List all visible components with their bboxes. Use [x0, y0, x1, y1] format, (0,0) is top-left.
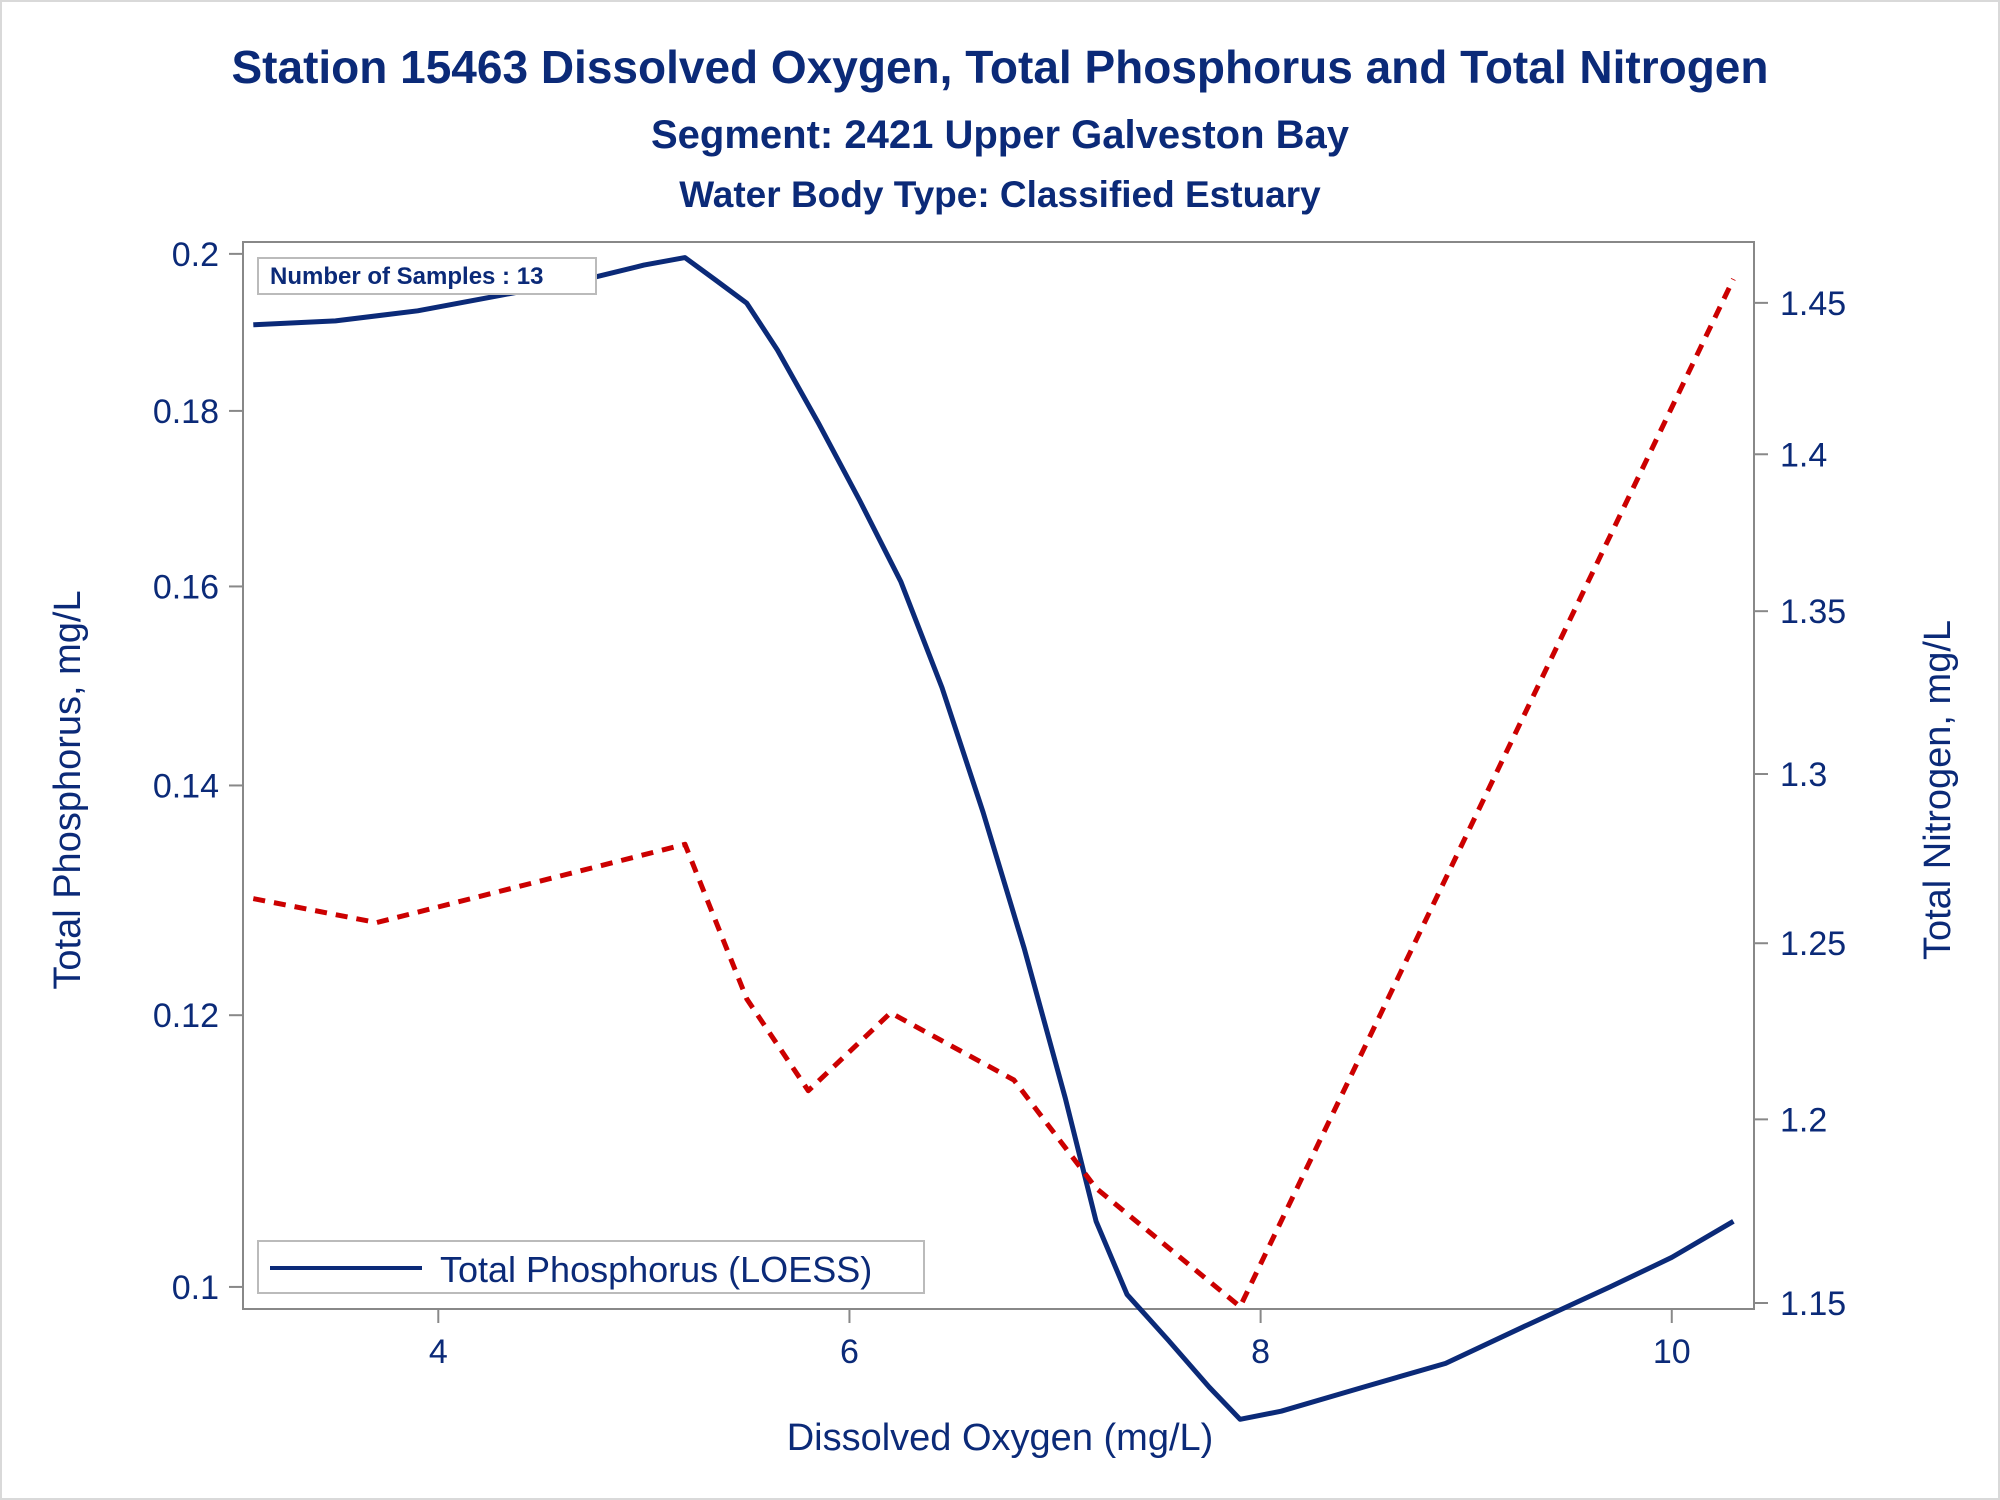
series-line-total-nitrogen: [252, 278, 1736, 1310]
x-tick-label: 6: [840, 1333, 859, 1371]
sample-count-text: Number of Samples : 13: [270, 263, 543, 290]
y-tick-label: 0.2: [172, 236, 219, 274]
y2-tick-label: 1.2: [1780, 1101, 1827, 1139]
sample-count-annotation: Number of Samples : 13: [257, 257, 597, 295]
y2-tick-label: 1.45: [1780, 285, 1846, 323]
y-axis-label: Total Phosphorus, mg/L: [47, 590, 89, 989]
chart-subtitle-waterbody: Water Body Type: Classified Estuary: [679, 174, 1321, 215]
y2-tick-label: 1.4: [1780, 436, 1827, 474]
y2-tick-label: 1.3: [1780, 756, 1827, 794]
x-tick-label: 10: [1653, 1333, 1691, 1371]
y-axis-left: 0.1 0.12 0.14 0.16 0.18 0.2: [153, 236, 243, 1307]
legend-label: Total Phosphorus (LOESS): [440, 1249, 872, 1290]
y-axis-right: 1.15 1.2 1.25 1.3 1.35 1.4 1.45: [1754, 285, 1846, 1323]
chart-subtitle-segment: Segment: 2421 Upper Galveston Bay: [651, 113, 1350, 157]
y2-tick-label: 1.25: [1780, 925, 1846, 963]
chart-title: Station 15463 Dissolved Oxygen, Total Ph…: [231, 41, 1768, 93]
legend: Total Phosphorus (LOESS): [257, 1240, 925, 1294]
series-layer: [252, 255, 1736, 1422]
plot-area: [242, 241, 1755, 1310]
x-axis-label: Dissolved Oxygen (mg/L): [787, 1417, 1214, 1459]
y2-tick-label: 1.35: [1780, 593, 1846, 631]
annotation-box: [257, 257, 597, 295]
y2-tick-label: 1.15: [1780, 1285, 1846, 1323]
series-line-total-phosphorus: [253, 255, 1735, 1422]
y-tick-label: 0.1: [172, 1269, 219, 1307]
y-tick-label: 0.14: [153, 767, 219, 805]
y-tick-label: 0.12: [153, 997, 219, 1035]
y-tick-label: 0.18: [153, 393, 219, 431]
x-tick-label: 4: [429, 1333, 448, 1371]
y2-axis-label: Total Nitrogen, mg/L: [1917, 620, 1959, 960]
x-tick-label: 8: [1251, 1333, 1270, 1371]
x-axis: 4 6 8 10: [429, 1309, 1691, 1371]
y-tick-label: 0.16: [153, 568, 219, 606]
